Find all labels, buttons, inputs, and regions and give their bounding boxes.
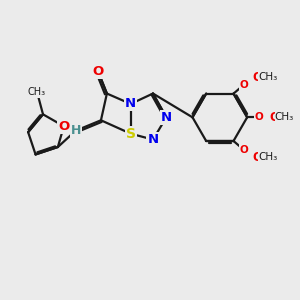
Text: CH₃: CH₃ [28, 87, 46, 97]
Text: O: O [253, 71, 263, 84]
Text: N: N [147, 133, 158, 146]
Text: O: O [255, 112, 263, 122]
Text: O: O [269, 111, 280, 124]
Text: H: H [70, 124, 81, 137]
Text: O: O [92, 65, 104, 78]
Text: CH₃: CH₃ [258, 152, 278, 162]
Text: O: O [58, 120, 69, 133]
Text: O: O [253, 151, 263, 164]
Text: S: S [126, 127, 136, 141]
Text: O: O [239, 80, 248, 90]
Text: N: N [125, 98, 136, 110]
Text: CH₃: CH₃ [258, 72, 278, 82]
Text: CH₃: CH₃ [275, 112, 294, 122]
Text: N: N [161, 111, 172, 124]
Text: O: O [239, 145, 248, 155]
